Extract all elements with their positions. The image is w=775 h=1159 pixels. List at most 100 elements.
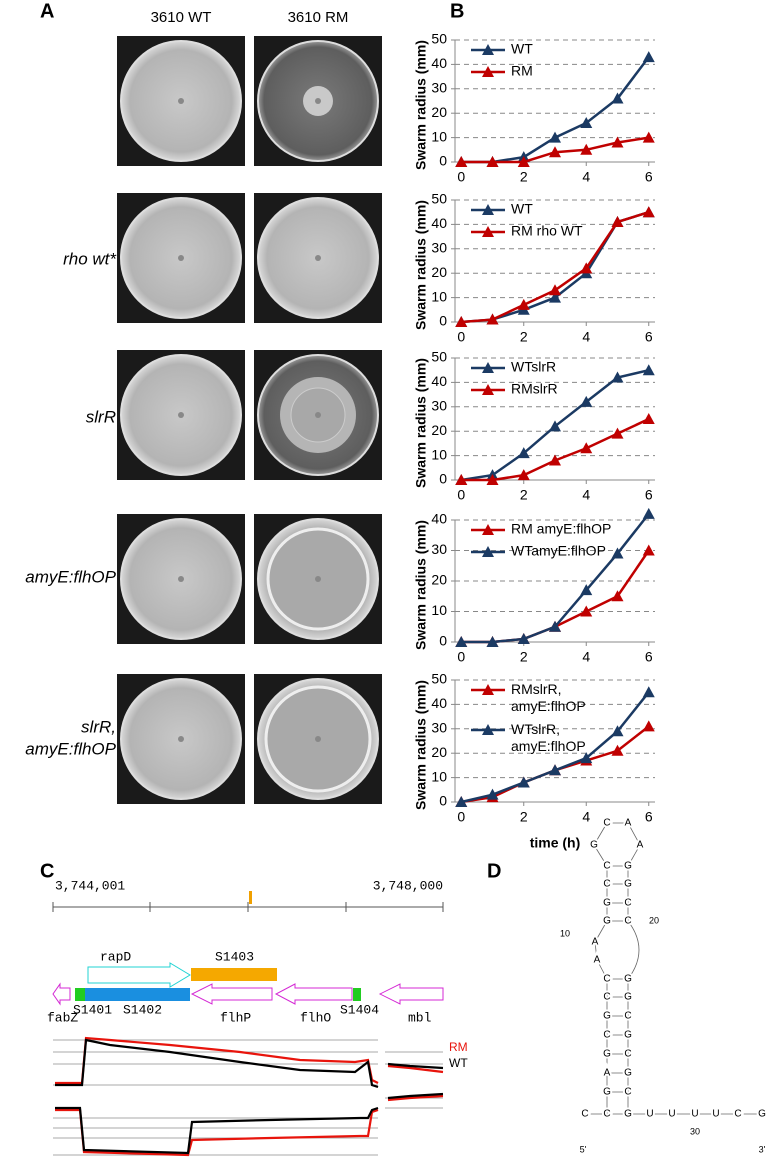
x-tick-label: 0 (457, 809, 465, 825)
backbone (594, 920, 608, 943)
legend-label: WT (511, 41, 533, 57)
y-tick-label: 10 (431, 768, 447, 784)
nucleotide: C (624, 898, 631, 909)
nucleotide: G (624, 992, 632, 1003)
backbone (627, 844, 641, 867)
nucleotide: G (624, 1030, 632, 1041)
panel-c: 3,744,001 3,748,000 rapD S1403 fabZ S140… (47, 878, 468, 1157)
x-tick-label: 6 (645, 169, 653, 185)
y-tick-label: 20 (431, 744, 447, 760)
y-axis-label: Swarm radius (mm) (413, 358, 429, 488)
data-point (580, 584, 593, 596)
y-axis-label: Swarm radius (mm) (413, 200, 429, 330)
nucleotide: C (603, 974, 610, 985)
gene-arrow (378, 983, 444, 1005)
data-point (580, 116, 593, 128)
data-point (611, 590, 624, 602)
data-point (580, 605, 593, 617)
y-tick-label: 0 (439, 313, 447, 329)
nucleotide: C (603, 818, 610, 829)
gene-label: S1404 (340, 1002, 379, 1017)
position-number: 20 (649, 915, 659, 925)
panel-label: B (450, 0, 464, 22)
gene-label: S1401 (73, 1002, 112, 1017)
position-number: 30 (690, 1126, 700, 1136)
nucleotide: G (590, 840, 598, 851)
x-tick-label: 6 (645, 487, 653, 503)
y-axis-label: Swarm radius (mm) (413, 40, 429, 170)
column-header: 3610 WT (151, 9, 212, 26)
data-point (611, 744, 624, 756)
data-point (580, 442, 593, 454)
strand-end: 3' (759, 1144, 766, 1154)
y-tick-label: 30 (431, 240, 447, 256)
legend-marker (482, 44, 494, 55)
nucleotide: A (592, 937, 599, 948)
data-point (611, 215, 624, 227)
x-tick-label: 4 (582, 649, 590, 665)
inoculum (178, 576, 184, 582)
nucleotide: G (624, 879, 632, 890)
gene-label: flhP (220, 1010, 251, 1025)
inoculum (178, 98, 184, 104)
inoculum (178, 736, 184, 742)
x-tick-label: 4 (582, 809, 590, 825)
y-tick-label: 20 (431, 264, 447, 280)
nucleotide: C (603, 879, 610, 890)
panel-label: C (40, 860, 54, 882)
nucleotide: C (603, 1030, 610, 1041)
legend-marker (482, 66, 494, 77)
backbone (627, 920, 640, 980)
gene-label: S1403 (215, 949, 254, 964)
y-tick-label: 0 (439, 633, 447, 649)
nucleotide: A (625, 818, 632, 829)
x-tick-label: 2 (520, 649, 528, 665)
nucleotide: U (668, 1109, 675, 1120)
nucleotide: C (624, 1049, 631, 1060)
backbone (596, 959, 608, 980)
y-tick-label: 40 (431, 215, 447, 231)
data-point (549, 454, 561, 466)
legend-label: WTslrR (511, 359, 556, 375)
inoculum (315, 255, 321, 261)
strand-end: 5' (580, 1144, 587, 1154)
position-number: 10 (560, 928, 570, 938)
data-point (611, 547, 624, 559)
legend-label: RM (511, 63, 533, 79)
gene-box (353, 988, 361, 1001)
y-tick-label: 50 (431, 191, 447, 207)
gene-label: mbl (408, 1010, 432, 1025)
y-tick-label: 10 (431, 446, 447, 462)
nucleotide: C (624, 916, 631, 927)
legend-label: WTslrR, amyE:flhOP (511, 721, 586, 754)
legend-label: RMslrR (511, 381, 558, 397)
inoculum (315, 736, 321, 742)
backbone (627, 822, 641, 846)
legend-label: WTamyE:flhOP (511, 543, 606, 559)
inoculum (315, 576, 321, 582)
data-point (455, 474, 468, 485)
y-tick-label: 30 (431, 541, 447, 557)
legend-label: RMslrR, amyE:flhOP (511, 681, 586, 714)
y-tick-label: 50 (431, 31, 447, 47)
nucleotide: U (691, 1109, 698, 1120)
nucleotide: C (734, 1109, 741, 1120)
data-point (517, 156, 530, 167)
gene-arrow (190, 983, 273, 1005)
data-point (642, 544, 655, 556)
gene-label: fabZ (47, 1010, 78, 1025)
y-tick-label: 30 (431, 720, 447, 736)
legend-marker (482, 684, 494, 695)
data-point (611, 371, 624, 383)
backbone (594, 941, 598, 961)
data-point (642, 686, 655, 698)
x-tick-label: 0 (457, 329, 465, 345)
data-point (517, 632, 530, 644)
x-tick-label: 2 (520, 169, 528, 185)
gene-box (85, 988, 190, 1001)
data-point (580, 395, 593, 407)
data-point (611, 136, 624, 148)
coordinate-label: 3,748,000 (373, 878, 443, 893)
